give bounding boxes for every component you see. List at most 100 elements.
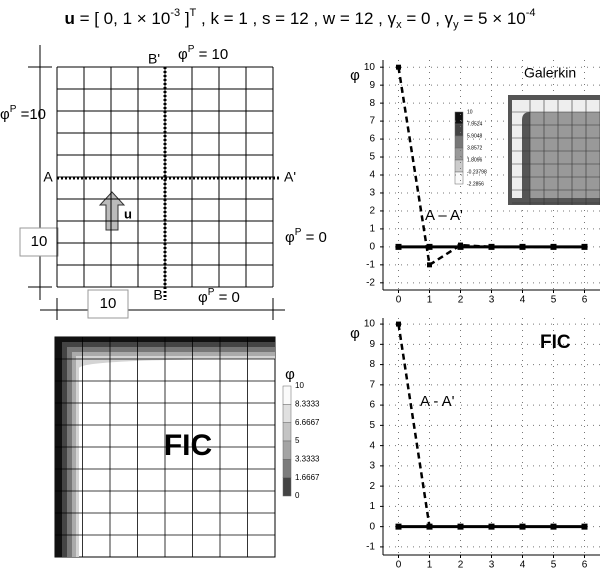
label-part: P xyxy=(10,104,17,115)
label-part: φ xyxy=(0,106,10,123)
velocity-arrow xyxy=(98,191,126,231)
legend-tick-label: 3.3333 xyxy=(295,454,320,463)
boundary-label: φP = 0 xyxy=(285,227,327,246)
point xyxy=(581,523,588,530)
legend-swatch xyxy=(282,459,292,478)
legend-tick-label: 3.8572 xyxy=(467,145,483,151)
annotation: A – A' xyxy=(425,207,463,224)
inset-field xyxy=(530,112,600,198)
point xyxy=(426,523,433,530)
dimension-label: 10 xyxy=(100,295,117,312)
section-label: A xyxy=(43,169,53,185)
title-part: y xyxy=(453,19,459,31)
series-line xyxy=(397,323,431,527)
y-tick-label: 2 xyxy=(369,481,375,492)
y-tick-label: 6 xyxy=(369,400,375,411)
section-label: A' xyxy=(284,169,296,185)
label-part: P xyxy=(188,44,195,55)
legend-tick-label: 10 xyxy=(295,381,304,390)
label-part: P xyxy=(208,287,215,298)
y-tick-label: 0 xyxy=(369,521,375,532)
section-label: B xyxy=(153,287,162,303)
point xyxy=(488,523,495,530)
point xyxy=(519,243,526,250)
legend-tick-label: 1.6667 xyxy=(295,473,320,482)
x-tick-label: 3 xyxy=(489,560,495,569)
line-chart: -1 0 1 2 3 4 5 6 7 8 9 10 0 1 2 3 4 5 6 φ FIC A - A' xyxy=(350,318,600,569)
title-part: = 5 × 10 xyxy=(459,9,526,28)
y-tick-label: 10 xyxy=(364,319,376,330)
legend-tick-label: -0.23798 xyxy=(467,169,487,175)
x-tick-label: 4 xyxy=(520,560,526,569)
dimension-label: 10 xyxy=(31,233,48,250)
legend-swatch xyxy=(454,147,464,161)
method-label: Galerkin xyxy=(524,65,576,81)
y-axis-label: φ xyxy=(350,325,360,342)
y-tick-label: 4 xyxy=(369,440,375,451)
title-part: ] xyxy=(180,9,189,28)
method-label: FIC xyxy=(164,429,212,462)
legend-tick-label: 7.9524 xyxy=(467,121,483,127)
contour-panel: FIC φ 10 8.3333 6.6667 5 3.3333 1.6667 0 xyxy=(54,336,320,558)
y-axis-label: φ xyxy=(350,67,360,84)
point xyxy=(396,64,401,70)
legend-swatch xyxy=(454,111,464,125)
y-tick-label: 8 xyxy=(369,98,375,109)
y-tick-label: -2 xyxy=(366,277,375,288)
point xyxy=(457,243,464,250)
legend-swatch xyxy=(454,135,464,149)
mesh-panel: u A A' B' B φP = 10 φP =10 φP = 0 φP = 0… xyxy=(0,44,327,320)
y-tick-label: 6 xyxy=(369,134,375,145)
dimension-box xyxy=(19,227,59,257)
y-tick-label: 9 xyxy=(369,339,375,350)
legend-swatch xyxy=(454,171,464,185)
y-tick-label: 4 xyxy=(369,170,375,181)
y-tick-label: 3 xyxy=(369,461,375,472)
label-part: =10 xyxy=(16,106,46,123)
y-tick-label: 1 xyxy=(369,501,375,512)
dimension-box xyxy=(87,289,129,319)
legend-tick-label: -2.2856 xyxy=(467,181,484,187)
point xyxy=(457,523,464,530)
title-part: = 0 , γ xyxy=(402,9,454,28)
legend-swatch xyxy=(282,440,292,460)
point xyxy=(581,243,588,250)
legend-tick-label: 6.6667 xyxy=(295,418,320,427)
boundary-label: φP =10 xyxy=(0,104,46,123)
y-tick-label: 10 xyxy=(364,62,376,73)
point xyxy=(395,243,402,250)
title-part: x xyxy=(396,19,402,31)
legend-swatch xyxy=(282,385,292,405)
x-tick-label: 6 xyxy=(582,295,588,306)
x-tick-label: 2 xyxy=(458,295,464,306)
legend-tick-label: 8.3333 xyxy=(295,399,320,408)
title-part: = [ 0, 1 × 10 xyxy=(75,9,170,28)
y-tick-label: 5 xyxy=(369,152,375,163)
point xyxy=(550,243,557,250)
y-tick-label: 1 xyxy=(369,224,375,235)
legend-swatch xyxy=(454,159,464,173)
y-tick-label: 7 xyxy=(369,116,375,127)
x-tick-label: 4 xyxy=(520,295,526,306)
y-tick-label: 5 xyxy=(369,420,375,431)
method-label: FIC xyxy=(540,332,571,353)
y-tick-label: 3 xyxy=(369,188,375,199)
point xyxy=(426,243,433,250)
section-label: B' xyxy=(148,51,160,67)
x-tick-label: 0 xyxy=(396,295,402,306)
label-part: = 0 xyxy=(301,229,326,246)
boundary-label: φP = 0 xyxy=(198,287,240,306)
y-tick-label: 8 xyxy=(369,359,375,370)
x-tick-label: 5 xyxy=(551,560,557,569)
legend-swatch xyxy=(282,404,292,423)
annotation: A - A' xyxy=(420,393,455,410)
y-tick-label: -1 xyxy=(366,542,375,553)
title-part: -3 xyxy=(170,7,180,19)
x-tick-label: 5 xyxy=(551,295,557,306)
point xyxy=(396,321,401,327)
label-part: φ xyxy=(198,289,208,306)
label-part: φ xyxy=(285,229,295,246)
x-tick-label: 6 xyxy=(582,560,588,569)
y-tick-label: 7 xyxy=(369,379,375,390)
title-part: T xyxy=(190,7,197,19)
